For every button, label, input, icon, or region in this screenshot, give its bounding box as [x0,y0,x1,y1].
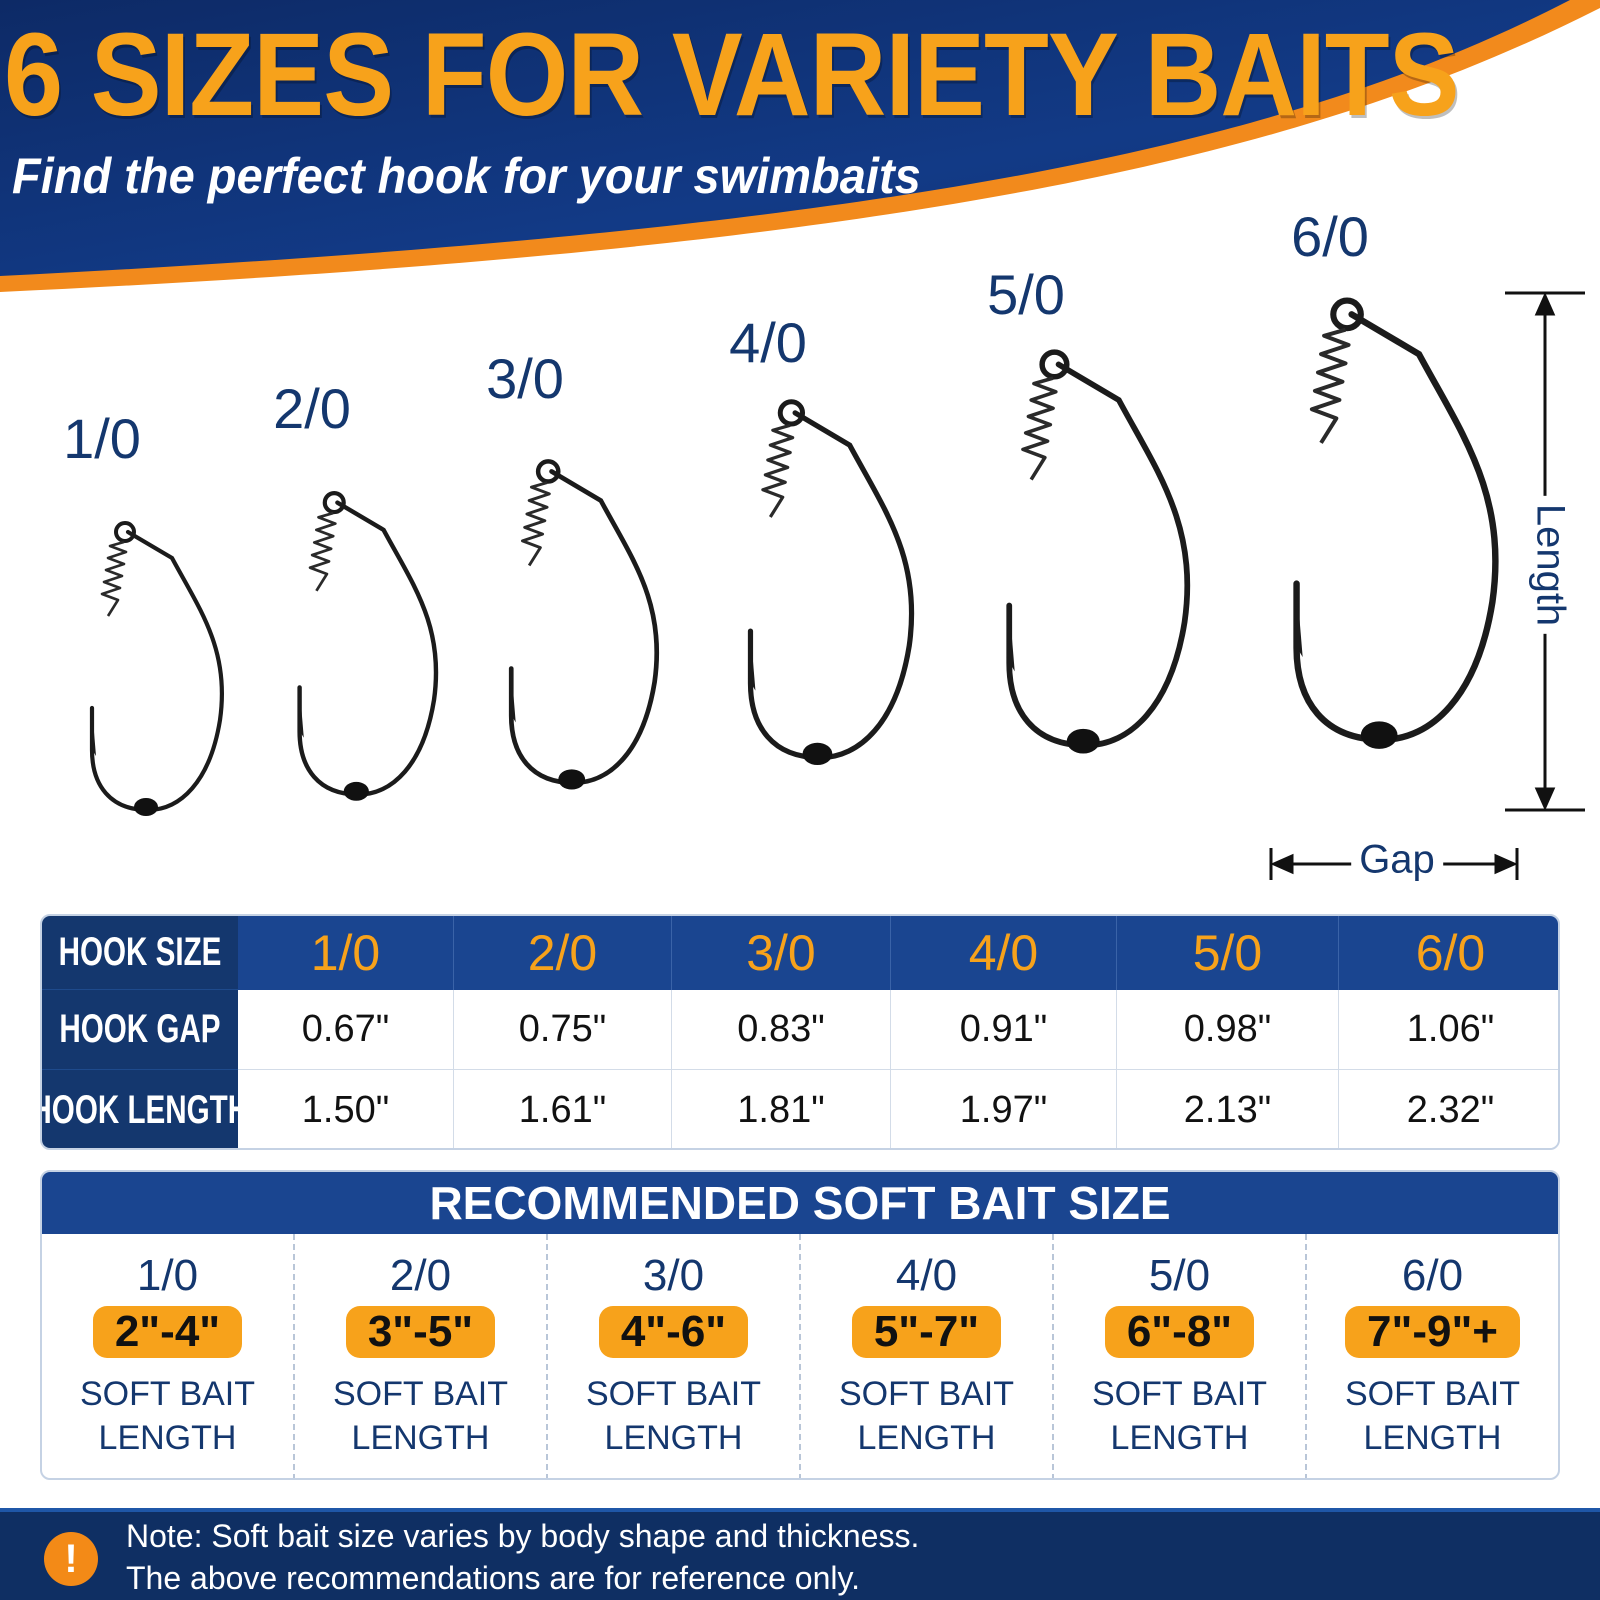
bait-caption: SOFT BAIT LENGTH [332,1375,509,1457]
table-gap-cell: 0.91" [891,990,1117,1070]
row-header-hook-length: HOOK LENGTH [42,1070,249,1148]
bait-length-badge: 4"-6" [598,1306,749,1358]
bait-caption: SOFT BAIT LENGTH [79,1375,256,1457]
length-dimension-marker [1505,291,1585,812]
hook-icon [89,521,225,816]
bait-caption: SOFT BAIT LENGTH [585,1375,762,1457]
banner-background [0,0,1600,292]
gap-dimension-marker [1269,848,1519,880]
bait-hook-size: 3/0 [642,1251,705,1300]
header-banner: 6 SIZES FOR VARIETY BAITS Find the perfe… [0,0,1600,320]
table-gap-cell: 0.75" [454,990,672,1070]
bait-hook-size: 6/0 [1401,1251,1464,1300]
bait-caption: SOFT BAIT LENGTH [1091,1375,1268,1457]
table-length-cell: 1.50" [238,1070,454,1148]
table-length-cell: 2.32" [1339,1070,1558,1148]
bait-column: 3/0 4"-6" SOFT BAIT LENGTH [548,1234,801,1478]
hook-spec-table: HOOK SIZE 1/0 2/0 3/0 4/0 5/0 6/0 HOOK G… [40,914,1560,1150]
table-size-cell: 1/0 [238,916,454,990]
hook-size-label: 1/0 [63,407,141,470]
hook-icon [1006,349,1191,754]
page-title: 6 SIZES FOR VARIETY BAITS [4,9,1460,141]
bait-length-badge: 3"-5" [345,1306,496,1358]
table-size-cell: 5/0 [1117,916,1339,990]
exclamation-icon: ! [44,1532,98,1586]
table-gap-cell: 0.83" [672,990,891,1070]
table-size-cell: 2/0 [454,916,672,990]
footer-note: ! Note: Soft bait size varies by body sh… [0,1508,1600,1600]
bait-column: 4/0 5"-7" SOFT BAIT LENGTH [801,1234,1054,1478]
bait-length-badge: 5"-7" [851,1306,1002,1358]
bait-column: 2/0 3"-5" SOFT BAIT LENGTH [295,1234,548,1478]
hook-size-label: 3/0 [486,347,564,410]
hook-size-label: 2/0 [273,377,351,440]
bait-length-badge: 7"-9"+ [1344,1306,1520,1358]
bait-hook-size: 4/0 [895,1251,958,1300]
bait-caption: SOFT BAIT LENGTH [1344,1375,1521,1457]
bait-caption: SOFT BAIT LENGTH [838,1375,1015,1457]
bait-length-badge: 2"-4" [92,1306,243,1358]
table-length-cell: 1.61" [454,1070,672,1148]
bait-hook-size: 1/0 [136,1251,199,1300]
length-label: Length [1527,495,1573,635]
row-header-hook-size: HOOK SIZE [42,916,238,990]
hook-icon [297,491,439,801]
table-gap-cell: 0.98" [1117,990,1339,1070]
table-size-cell: 6/0 [1339,916,1558,990]
note-text-line-1: Note: Soft bait size varies by body shap… [126,1518,920,1554]
bait-length-badge: 6"-8" [1104,1306,1255,1358]
table-gap-cell: 0.67" [238,990,454,1070]
hook-icon [508,459,660,790]
hook-icon [1293,297,1499,749]
table-gap-cell: 1.06" [1339,990,1558,1070]
bait-column: 1/0 2"-4" SOFT BAIT LENGTH [42,1234,295,1478]
bait-hook-size: 2/0 [389,1251,452,1300]
note-text-line-2: The above recommendations are for refere… [126,1560,861,1596]
table-length-cell: 2.13" [1117,1070,1339,1148]
bait-hook-size: 5/0 [1148,1251,1211,1300]
recommended-bait-panel: RECOMMENDED SOFT BAIT SIZE 1/0 2"-4" SOF… [40,1170,1560,1480]
bait-panel-title: RECOMMENDED SOFT BAIT SIZE [42,1172,1558,1234]
bait-columns: 1/0 2"-4" SOFT BAIT LENGTH 2/0 3"-5" SOF… [42,1234,1558,1478]
table-size-cell: 3/0 [672,916,891,990]
row-header-hook-gap: HOOK GAP [42,990,238,1070]
table-length-cell: 1.81" [672,1070,891,1148]
table-length-cell: 1.97" [891,1070,1117,1148]
page-subtitle: Find the perfect hook for your swimbaits [12,148,921,204]
gap-label: Gap [1351,837,1443,883]
bait-column: 6/0 7"-9"+ SOFT BAIT LENGTH [1307,1234,1558,1478]
table-size-cell: 4/0 [891,916,1117,990]
hook-icon [747,399,915,766]
bait-column: 5/0 6"-8" SOFT BAIT LENGTH [1054,1234,1307,1478]
